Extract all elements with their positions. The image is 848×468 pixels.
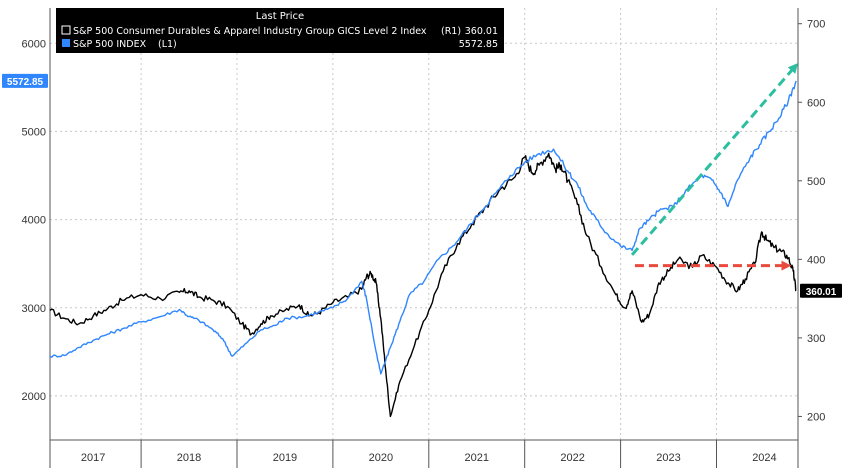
x-tick-label: 2020 xyxy=(369,452,393,464)
y-left-tick-label: 5000 xyxy=(22,126,46,138)
x-tick-label: 2017 xyxy=(81,452,105,464)
legend-title: Last Price xyxy=(256,11,304,22)
value-badge-text: 360.01 xyxy=(806,287,837,298)
grid xyxy=(50,8,798,440)
x-tick-label: 2024 xyxy=(752,452,776,464)
legend-value-sp500: 5572.85 xyxy=(459,39,498,50)
legend-label-sp500: S&P 500 INDEX xyxy=(73,39,147,50)
legend-swatch-sp500 xyxy=(62,39,70,47)
legend-swatch-consumer-durables xyxy=(61,25,71,35)
x-axis: 2017 2018 2019 2020 2021 2022 2023 2024 xyxy=(81,440,777,468)
legend-axis-consumer-durables: (R1) xyxy=(441,26,461,37)
y-right-tick-label: 200 xyxy=(807,411,825,423)
x-tick-label: 2021 xyxy=(465,452,489,464)
value-badge-text: 5572.85 xyxy=(7,77,44,88)
x-tick-label: 2022 xyxy=(560,452,584,464)
value-badge-consumer-durables xyxy=(800,283,842,298)
y-left-tick-label: 6000 xyxy=(22,38,46,50)
annotation-layer xyxy=(630,63,799,271)
y-right-tick-label: 400 xyxy=(807,254,825,266)
y-right-tick-label: 300 xyxy=(807,333,825,345)
x-tick-label: 2023 xyxy=(656,452,680,464)
y-right-tick-label: 500 xyxy=(807,176,825,188)
value-badge-sp500 xyxy=(2,73,48,88)
legend-label-consumer-durables: S&P 500 Consumer Durables & Apparel Indu… xyxy=(73,26,427,37)
y-left-tick-label: 2000 xyxy=(22,391,46,403)
legend-box xyxy=(56,8,504,53)
right-axis: 200 300 400 500 600 700 xyxy=(798,19,825,423)
y-right-tick-label: 700 xyxy=(807,19,825,31)
x-tick-label: 2019 xyxy=(273,452,297,464)
legend: Last Price S&P 500 Consumer Durables & A… xyxy=(56,8,504,53)
legend-axis-sp500: (L1) xyxy=(158,39,177,50)
y-left-tick-label: 3000 xyxy=(22,303,46,315)
y-right-tick-label: 600 xyxy=(807,97,825,109)
y-left-tick-label: 4000 xyxy=(22,215,46,227)
left-axis: 2000 3000 4000 5000 6000 xyxy=(22,38,46,403)
legend-value-consumer-durables: 360.01 xyxy=(465,26,498,37)
badges: 5572.85 360.01 xyxy=(2,73,842,298)
plot-frame xyxy=(49,8,799,468)
x-tick-label: 2018 xyxy=(177,452,201,464)
